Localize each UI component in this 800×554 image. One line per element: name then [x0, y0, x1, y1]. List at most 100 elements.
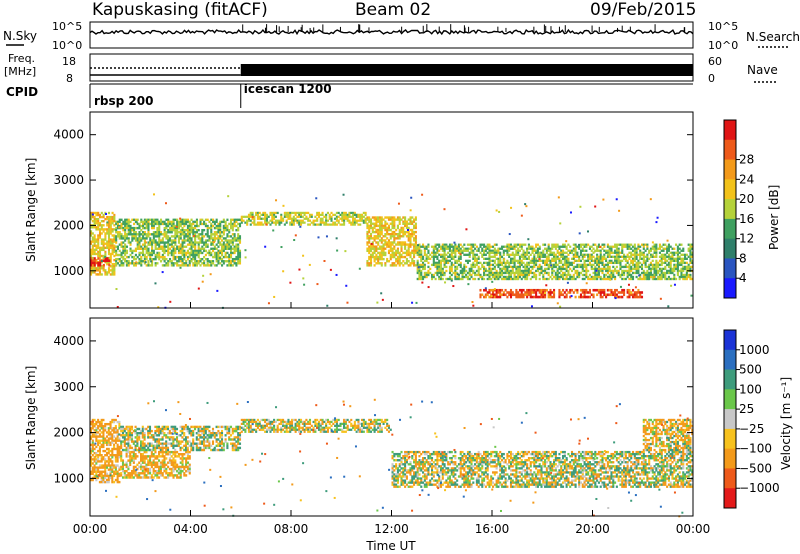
heatmap-cell	[100, 226, 103, 229]
heatmap-cell	[143, 455, 146, 458]
heatmap-speck	[298, 268, 301, 271]
heatmap-cell	[509, 269, 513, 273]
heatmap-cell	[95, 458, 98, 461]
heatmap-cell	[118, 264, 121, 267]
heatmap-cell	[508, 275, 511, 279]
heatmap-cell	[594, 261, 597, 265]
heatmap-cell	[585, 291, 588, 294]
heatmap-cell	[321, 213, 324, 216]
heatmap-cell	[474, 277, 477, 281]
heatmap-cell	[111, 269, 114, 272]
heatmap-cell	[360, 213, 364, 216]
heatmap-cell	[391, 220, 394, 223]
heatmap-cell	[125, 245, 128, 248]
heatmap-cell	[118, 445, 121, 449]
heatmap-cell	[614, 275, 617, 279]
heatmap-cell	[289, 221, 292, 224]
heatmap-cell	[271, 211, 274, 215]
heatmap-cell	[572, 277, 575, 281]
heatmap-cell	[477, 247, 480, 250]
heatmap-cell	[100, 454, 103, 457]
heatmap-cell	[554, 265, 557, 269]
heatmap-cell	[409, 218, 412, 221]
heatmap-cell	[583, 263, 586, 267]
heatmap-cell	[323, 215, 326, 218]
heatmap-cell	[120, 450, 123, 454]
heatmap-cell	[558, 275, 561, 279]
heatmap-cell	[98, 422, 101, 426]
heatmap-cell	[522, 288, 525, 292]
heatmap-cell	[605, 257, 608, 261]
heatmap-cell	[109, 437, 112, 440]
heatmap-cell	[658, 251, 661, 254]
heatmap-cell	[524, 263, 527, 267]
heatmap-cell	[499, 253, 502, 256]
heatmap-cell	[508, 249, 511, 252]
heatmap-cell	[536, 253, 539, 256]
heatmap-cell	[511, 269, 514, 273]
heatmap-cell	[95, 220, 98, 223]
heatmap-cell	[149, 237, 152, 240]
heatmap-cell	[579, 263, 583, 267]
heatmap-cell	[655, 263, 658, 267]
heatmap-cell	[203, 247, 206, 250]
heatmap-cell	[278, 219, 281, 222]
heatmap-cell	[531, 259, 534, 263]
heatmap-cell	[439, 271, 443, 275]
heatmap-cell	[678, 263, 681, 267]
heatmap-cell	[93, 468, 96, 471]
heatmap-cell	[95, 429, 98, 432]
heatmap-cell	[213, 264, 216, 267]
heatmap-cell	[553, 263, 556, 267]
heatmap-cell	[154, 450, 157, 454]
heatmap-cell	[427, 273, 430, 277]
heatmap-cell	[369, 247, 373, 250]
heatmap-cell	[212, 249, 215, 253]
heatmap-cell	[583, 293, 586, 297]
heatmap-cell	[120, 235, 123, 238]
heatmap-cell	[438, 277, 441, 281]
heatmap-cell	[124, 235, 127, 238]
heatmap-cell	[631, 288, 635, 292]
heatmap-cell	[151, 251, 154, 255]
heatmap-cell	[235, 264, 238, 267]
heatmap-cell	[682, 259, 685, 263]
heatmap-cell	[418, 243, 421, 246]
heatmap-cell	[657, 261, 660, 265]
heatmap-cell	[133, 264, 136, 267]
heatmap-cell	[605, 277, 608, 281]
heatmap-cell	[90, 250, 93, 254]
heatmap-cell	[194, 231, 197, 234]
heatmap-cell	[533, 263, 536, 267]
heatmap-cell	[549, 275, 552, 279]
heatmap-cell	[159, 239, 163, 242]
heatmap-cell	[483, 265, 486, 269]
heatmap-cell	[619, 275, 622, 279]
heatmap-cell	[407, 243, 410, 246]
heatmap-cell	[158, 251, 161, 255]
heatmap-cell	[592, 255, 595, 258]
heatmap-cell	[127, 465, 130, 469]
heatmap-cell	[553, 251, 556, 254]
heatmap-cell	[623, 277, 626, 281]
heatmap-cell	[599, 293, 602, 297]
heatmap-cell	[633, 271, 636, 275]
heatmap-cell	[445, 253, 448, 256]
heatmap-cell	[217, 226, 220, 230]
heatmap-cell	[116, 472, 119, 476]
heatmap-cell	[121, 459, 125, 462]
heatmap-cell	[499, 269, 502, 273]
heatmap-cell	[657, 269, 660, 273]
heatmap-cell	[210, 218, 213, 221]
heatmap-cell	[208, 235, 211, 238]
heatmap-cell	[114, 468, 117, 471]
heatmap-speck	[346, 301, 349, 304]
heatmap-cell	[500, 288, 504, 292]
heatmap-cell	[106, 260, 109, 264]
heatmap-cell	[131, 233, 134, 236]
heatmap-cell	[213, 255, 216, 259]
heatmap-cell	[640, 295, 644, 299]
heatmap-cell	[113, 418, 116, 422]
heatmap-cell	[165, 457, 168, 460]
